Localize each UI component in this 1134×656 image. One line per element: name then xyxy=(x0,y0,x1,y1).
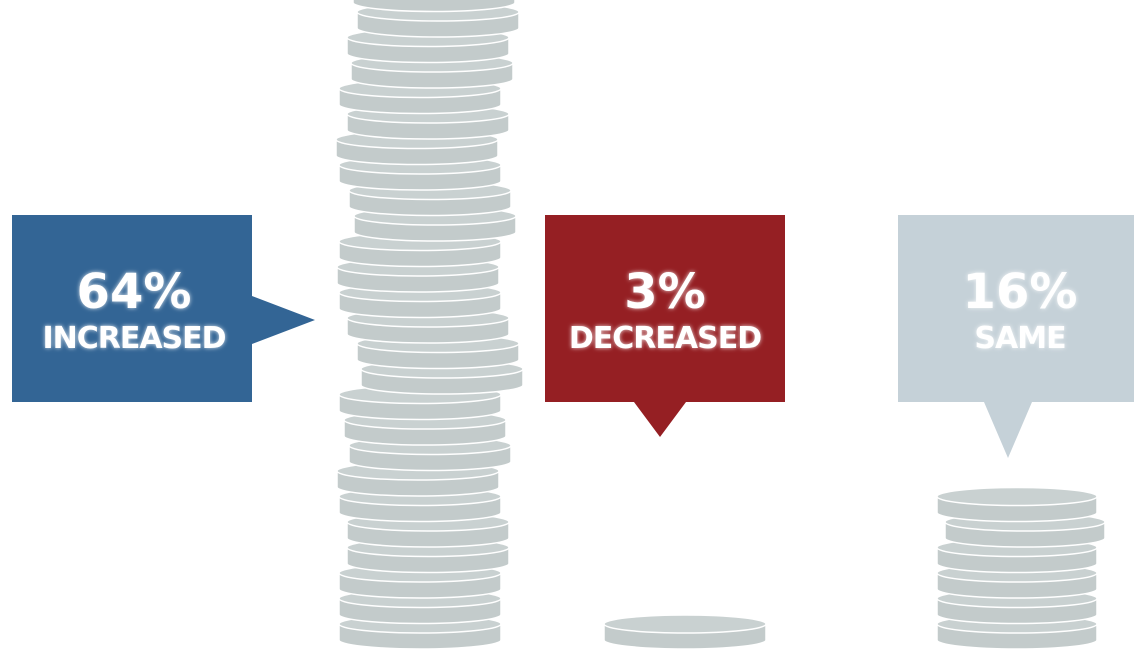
coin-stacks xyxy=(335,0,1106,650)
coin xyxy=(352,0,516,13)
coin xyxy=(936,486,1098,523)
callout-value: 64% xyxy=(77,264,192,320)
callout-increased xyxy=(12,215,315,402)
callout-same xyxy=(898,215,1134,458)
callout-label: INCREASED xyxy=(42,321,225,356)
coin-part xyxy=(352,0,516,13)
coin-part xyxy=(936,486,1098,507)
coin-part xyxy=(603,614,767,634)
callout-value: 16% xyxy=(963,264,1078,320)
callout-label: SAME xyxy=(974,321,1065,356)
callout-label: DECREASED xyxy=(569,321,761,356)
callout-value: 3% xyxy=(624,264,706,320)
callout-decreased xyxy=(545,215,785,437)
coin xyxy=(603,614,767,650)
